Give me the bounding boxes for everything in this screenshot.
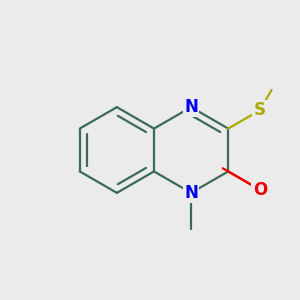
Text: N: N — [184, 98, 198, 116]
Text: O: O — [253, 181, 267, 199]
Text: S: S — [254, 101, 266, 119]
Text: N: N — [184, 184, 198, 202]
